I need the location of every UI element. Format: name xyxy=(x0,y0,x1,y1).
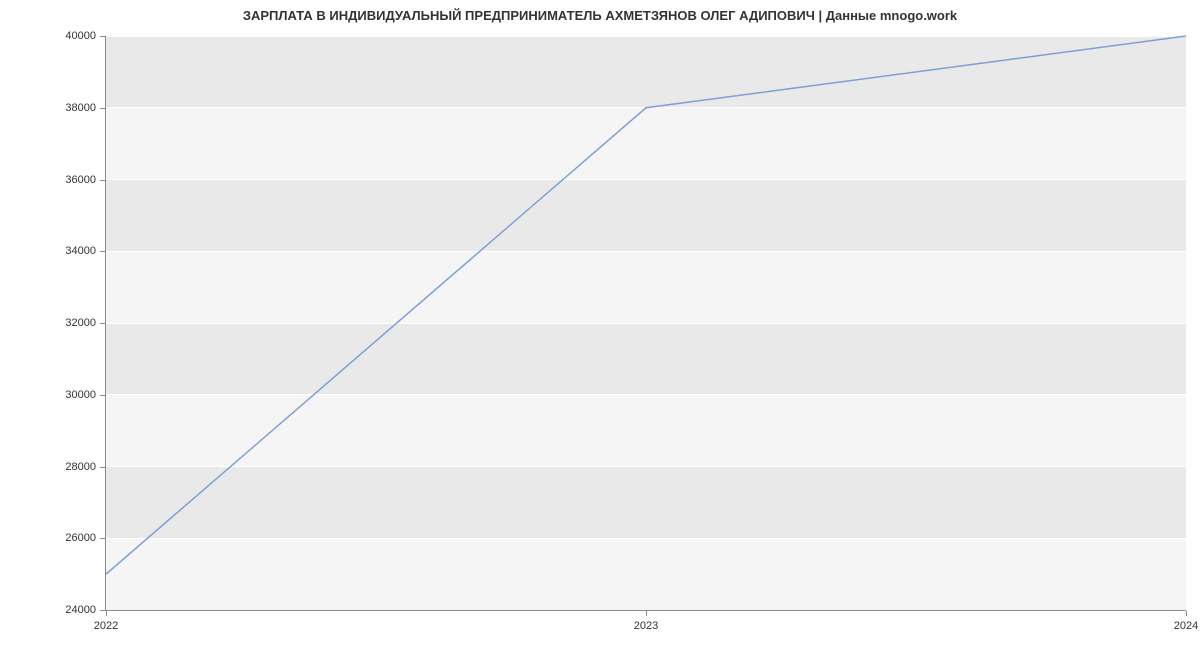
y-tick-mark xyxy=(100,36,105,37)
y-tick-mark xyxy=(100,467,105,468)
x-tick-label: 2023 xyxy=(634,620,658,632)
y-tick-mark xyxy=(100,108,105,109)
y-tick-mark xyxy=(100,251,105,252)
plot-area: 2400026000280003000032000340003600038000… xyxy=(106,36,1186,610)
y-tick-label: 24000 xyxy=(56,604,96,616)
x-tick-label: 2024 xyxy=(1174,620,1198,632)
x-tick-mark xyxy=(1186,611,1187,616)
y-tick-label: 28000 xyxy=(56,461,96,473)
x-tick-mark xyxy=(646,611,647,616)
y-tick-mark xyxy=(100,538,105,539)
y-tick-label: 36000 xyxy=(56,174,96,186)
x-tick-label: 2022 xyxy=(94,620,118,632)
y-tick-label: 26000 xyxy=(56,532,96,544)
y-tick-mark xyxy=(100,395,105,396)
y-tick-label: 30000 xyxy=(56,389,96,401)
chart-container: ЗАРПЛАТА В ИНДИВИДУАЛЬНЫЙ ПРЕДПРИНИМАТЕЛ… xyxy=(0,0,1200,650)
y-tick-label: 40000 xyxy=(56,30,96,42)
series-salary xyxy=(106,36,1186,574)
line-layer xyxy=(106,36,1186,610)
chart-title: ЗАРПЛАТА В ИНДИВИДУАЛЬНЫЙ ПРЕДПРИНИМАТЕЛ… xyxy=(0,8,1200,23)
y-tick-mark xyxy=(100,323,105,324)
y-tick-label: 38000 xyxy=(56,102,96,114)
y-tick-label: 34000 xyxy=(56,245,96,257)
x-tick-mark xyxy=(106,611,107,616)
y-tick-mark xyxy=(100,180,105,181)
y-tick-label: 32000 xyxy=(56,317,96,329)
y-tick-mark xyxy=(100,610,105,611)
